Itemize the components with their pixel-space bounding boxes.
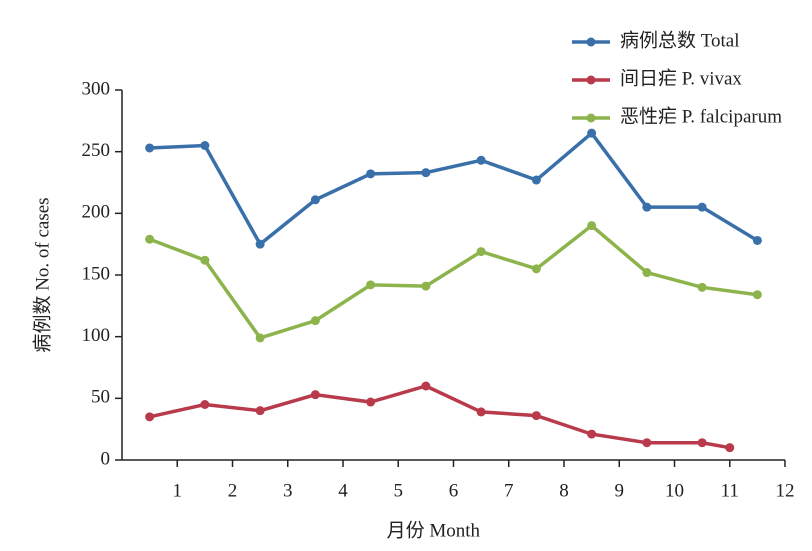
data-point: [752, 290, 762, 300]
y-tick-label: 300: [82, 78, 111, 99]
data-point: [421, 168, 431, 178]
data-point: [421, 381, 431, 391]
y-tick-label: 50: [91, 387, 110, 408]
data-point: [752, 235, 762, 245]
data-point: [531, 264, 541, 274]
data-point: [642, 202, 652, 212]
x-tick-label: 9: [615, 480, 625, 501]
data-point: [421, 281, 431, 291]
data-point: [145, 143, 155, 153]
data-point: [145, 412, 155, 422]
data-point: [697, 438, 707, 448]
x-tick-label: 10: [665, 480, 684, 501]
data-point: [200, 400, 210, 409]
data-point: [366, 169, 376, 179]
x-tick-label: 8: [559, 480, 569, 501]
data-point: [366, 397, 376, 407]
data-point: [145, 234, 155, 244]
legend-label: 恶性疟 P. falciparum: [620, 105, 782, 127]
data-point: [200, 141, 210, 150]
x-tick-label: 5: [394, 480, 404, 501]
x-tick-label: 4: [338, 480, 348, 501]
data-point: [255, 239, 265, 249]
data-point: [642, 438, 652, 448]
data-point: [642, 268, 652, 278]
x-tick-label: 2: [228, 480, 238, 501]
y-axis-label: 病例数 No. of cases: [31, 197, 53, 352]
legend-label: 间日疟 P. vivax: [620, 67, 742, 89]
data-point: [587, 221, 597, 231]
x-tick-label: 1: [173, 480, 183, 501]
x-tick-label: 12: [776, 480, 795, 501]
x-tick-label: 3: [283, 480, 293, 501]
data-point: [725, 443, 735, 453]
x-axis-label: 月份 Month: [387, 519, 481, 541]
data-point: [310, 390, 320, 400]
data-point: [697, 202, 707, 212]
data-point: [310, 316, 320, 326]
data-point: [476, 155, 486, 165]
y-tick-label: 250: [82, 140, 111, 161]
data-point: [476, 407, 486, 417]
legend-label: 病例总数 Total: [620, 29, 740, 51]
series-line: [149, 223, 758, 340]
y-tick-label: 100: [82, 325, 111, 346]
data-point: [531, 411, 541, 421]
x-tick-label: 6: [449, 480, 459, 501]
y-tick-label: 200: [82, 202, 111, 223]
data-point: [310, 195, 320, 205]
legend-marker: [586, 113, 596, 123]
x-tick-label: 7: [504, 480, 514, 501]
data-point: [476, 247, 486, 257]
data-point: [697, 282, 707, 292]
legend-marker: [586, 75, 596, 85]
data-point: [255, 406, 265, 416]
x-tick-label: 11: [721, 480, 739, 501]
data-point: [531, 175, 541, 185]
data-point: [255, 333, 265, 343]
data-point: [366, 280, 376, 290]
data-point: [587, 429, 597, 439]
data-point: [587, 128, 597, 138]
data-point: [200, 255, 210, 265]
legend-marker: [586, 37, 596, 47]
y-tick-label: 150: [82, 263, 111, 284]
series-line: [149, 384, 731, 450]
y-tick-label: 0: [101, 448, 111, 469]
series-line: [149, 130, 759, 247]
